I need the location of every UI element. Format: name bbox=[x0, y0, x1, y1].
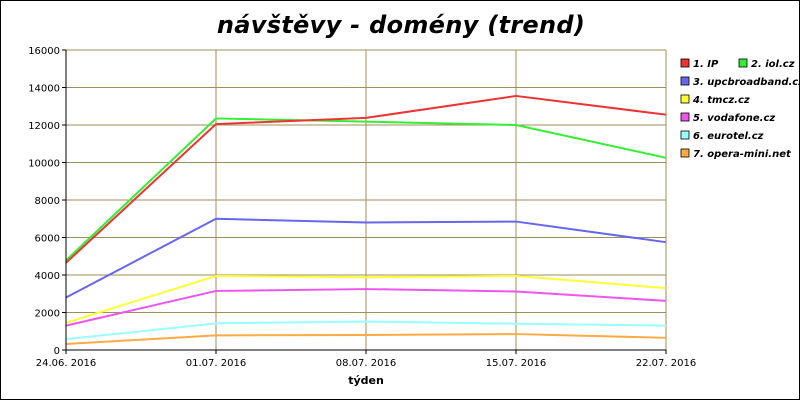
x-tick-label-0: 24.06. 2016 bbox=[36, 358, 96, 369]
legend-swatch-3 bbox=[680, 76, 690, 86]
series-line-4 bbox=[65, 274, 667, 324]
x-tick-label-2: 08.07. 2016 bbox=[336, 358, 396, 369]
x-axis-label: týden bbox=[348, 374, 384, 387]
y-tick-label-0: 0 bbox=[54, 346, 60, 357]
x-tick-label-1: 01.07. 2016 bbox=[186, 358, 246, 369]
legend-swatch-2 bbox=[738, 58, 748, 68]
y-tick-label-4: 8000 bbox=[35, 196, 60, 207]
x-tick-label-3: 15.07. 2016 bbox=[486, 358, 546, 369]
y-tick-label-2: 4000 bbox=[35, 271, 60, 282]
series-line-7 bbox=[65, 333, 667, 345]
legend: 1. IP 2. iol.cz 3. upcbroadband.cz 4. tmcz.… bbox=[680, 58, 800, 160]
legend-swatch-5 bbox=[680, 112, 690, 122]
y-tick-label-5: 10000 bbox=[28, 159, 60, 170]
series-line-3 bbox=[65, 217, 667, 299]
grid bbox=[65, 49, 667, 351]
legend-swatch-7 bbox=[680, 148, 690, 158]
legend-label-4: 4. tmcz.cz bbox=[692, 95, 750, 106]
series-line-2 bbox=[65, 117, 667, 262]
chart-title: návštěvy - domény (trend) bbox=[216, 11, 586, 39]
y-tick-label-8: 16000 bbox=[28, 46, 60, 57]
legend-label-6: 6. eurotel.cz bbox=[693, 131, 764, 142]
legend-swatch-4 bbox=[680, 94, 690, 104]
legend-swatch-6 bbox=[680, 130, 690, 140]
y-tick-label-7: 14000 bbox=[28, 84, 60, 95]
legend-swatch-1 bbox=[680, 58, 690, 68]
series-line-5 bbox=[65, 288, 667, 327]
series-line-6 bbox=[65, 320, 667, 341]
y-tick-label-3: 6000 bbox=[35, 234, 60, 245]
y-tick-label-1: 2000 bbox=[35, 309, 60, 320]
series-lines bbox=[65, 94, 667, 345]
x-tick-label-4: 22.07. 2016 bbox=[636, 358, 696, 369]
axes: 0 2000 4000 6000 8000 10000 12000 14000 16000 24.… bbox=[28, 46, 696, 387]
legend-label-5: 5. vodafone.cz bbox=[693, 113, 775, 124]
legend-label-2: 2. iol.cz bbox=[751, 59, 795, 70]
series-line-1 bbox=[65, 94, 667, 264]
legend-label-7: 7. opera-mini.net bbox=[693, 149, 792, 160]
y-tick-label-6: 12000 bbox=[28, 121, 60, 132]
legend-label-3: 3. upcbroadband.cz bbox=[693, 77, 800, 88]
legend-label-1: 1. IP bbox=[693, 59, 719, 70]
